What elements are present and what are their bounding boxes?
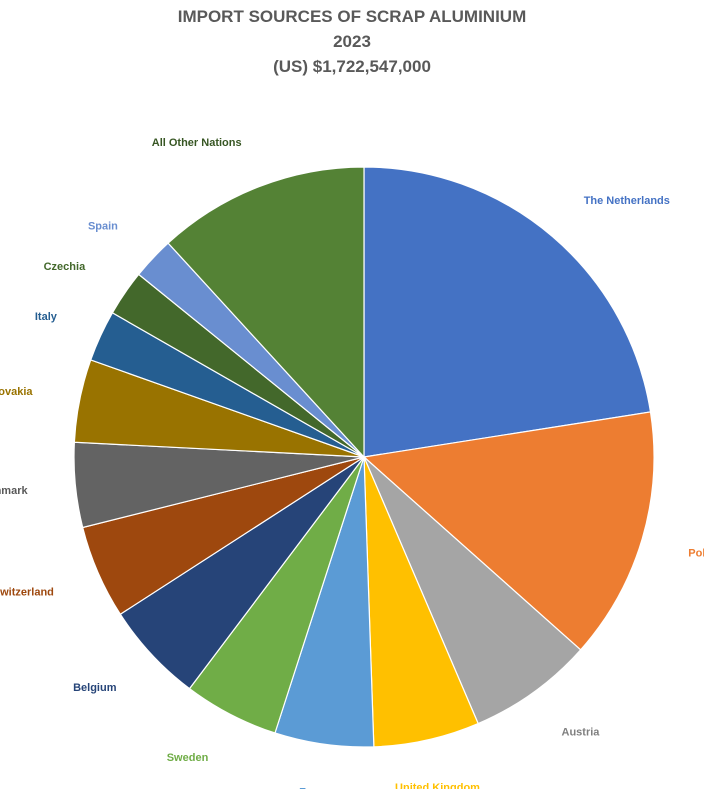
slice-label-czechia: Czechia xyxy=(44,261,86,273)
pie-slice-all-other-nations xyxy=(167,166,365,459)
chart-total-value: (US) $1,722,547,000 xyxy=(273,57,431,76)
slice-label-switzerland: Switzerland xyxy=(0,587,54,599)
pie-slice-the-netherlands xyxy=(363,166,652,458)
slice-label-spain: Spain xyxy=(88,220,118,232)
slice-label-united-kingdom: United Kingdom xyxy=(395,782,480,789)
slice-label-the-netherlands: The Netherlands xyxy=(584,195,670,207)
chart-subtitle-year: 2023 xyxy=(333,32,371,51)
slice-label-belgium: Belgium xyxy=(73,682,117,694)
slice-label-sweden: Sweden xyxy=(167,752,209,764)
chart-title: IMPORT SOURCES OF SCRAP ALUMINIUM xyxy=(177,7,527,26)
chart-title-block: IMPORT SOURCES OF SCRAP ALUMINIUM 2023 (… xyxy=(0,4,704,79)
slice-label-denmark: Denmark xyxy=(0,485,28,497)
slice-label-all-other-nations: All Other Nations xyxy=(152,137,242,149)
slice-label-austria: Austria xyxy=(562,726,601,738)
slice-label-slovakia: Slovakia xyxy=(0,386,33,398)
slice-label-france: France xyxy=(299,787,335,789)
slice-label-italy: Italy xyxy=(35,311,58,323)
pie-slice-poland xyxy=(362,411,655,651)
pie-slice-austria xyxy=(363,456,582,725)
slice-label-poland: Poland xyxy=(688,547,704,559)
